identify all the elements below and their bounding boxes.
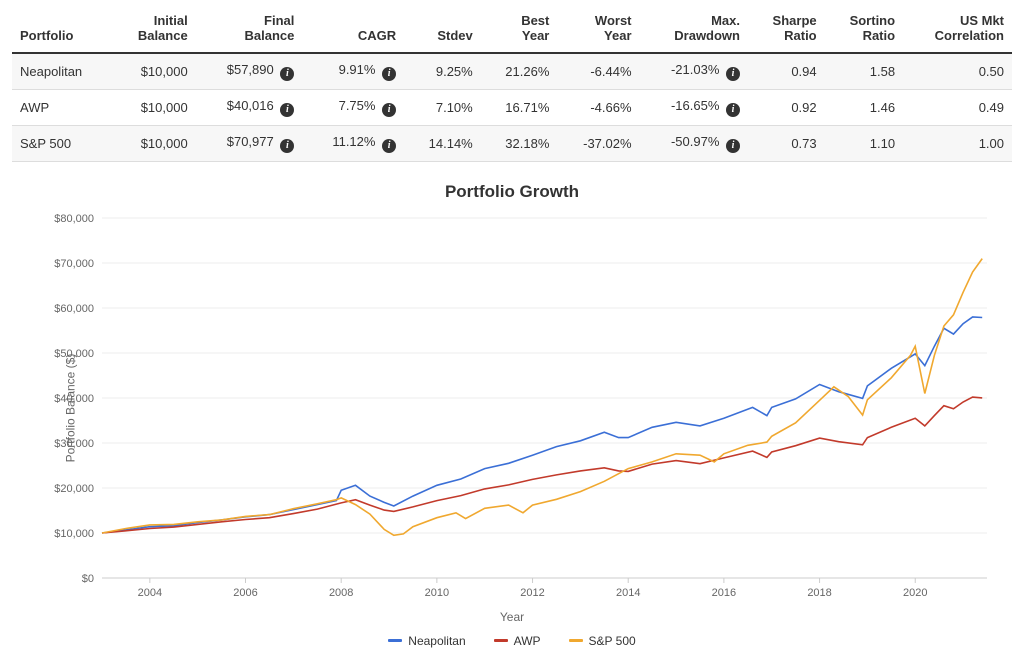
cell-worst: -4.66% [557, 89, 639, 125]
col-header: US MktCorrelation [903, 8, 1012, 53]
legend-swatch [569, 639, 583, 642]
legend-label: AWP [514, 634, 541, 648]
svg-text:$80,000: $80,000 [54, 213, 94, 225]
series-neapolitan [102, 317, 982, 533]
info-icon[interactable]: i [280, 67, 294, 81]
cell-final: $57,890 i [196, 53, 303, 90]
col-header: InitialBalance [112, 8, 196, 53]
cell-final: $40,016 i [196, 89, 303, 125]
x-axis-label: Year [12, 610, 1012, 624]
info-icon[interactable]: i [382, 139, 396, 153]
svg-text:2012: 2012 [520, 587, 544, 599]
cell-worst: -37.02% [557, 125, 639, 161]
cell-dd: -50.97% i [640, 125, 748, 161]
cell-sharpe: 0.73 [748, 125, 825, 161]
cell-sharpe: 0.92 [748, 89, 825, 125]
info-icon[interactable]: i [280, 139, 294, 153]
svg-text:$20,000: $20,000 [54, 483, 94, 495]
cell-best: 16.71% [481, 89, 558, 125]
cell-sharpe: 0.94 [748, 53, 825, 90]
svg-text:2010: 2010 [425, 587, 449, 599]
table-row: AWP$10,000$40,016 i7.75% i7.10%16.71%-4.… [12, 89, 1012, 125]
cell-cagr: 7.75% i [302, 89, 404, 125]
series-sp500 [102, 258, 982, 535]
cell-sortino: 1.58 [825, 53, 903, 90]
legend-swatch [494, 639, 508, 642]
line-chart-svg: $0$10,000$20,000$30,000$40,000$50,000$60… [12, 208, 1012, 608]
cell-corr: 0.50 [903, 53, 1012, 90]
y-axis-label: Portfolio Balance ($) [63, 354, 77, 463]
cell-stdev: 7.10% [404, 89, 481, 125]
svg-text:2014: 2014 [616, 587, 640, 599]
cell-initial: $10,000 [112, 89, 196, 125]
cell-name: S&P 500 [12, 125, 112, 161]
svg-text:2008: 2008 [329, 587, 353, 599]
cell-worst: -6.44% [557, 53, 639, 90]
svg-text:2020: 2020 [903, 587, 927, 599]
info-icon[interactable]: i [726, 67, 740, 81]
legend-item[interactable]: AWP [494, 634, 541, 648]
cell-initial: $10,000 [112, 53, 196, 90]
portfolio-growth-chart: Portfolio Growth Portfolio Balance ($) $… [12, 182, 1012, 648]
info-icon[interactable]: i [726, 139, 740, 153]
cell-name: Neapolitan [12, 53, 112, 90]
cell-best: 21.26% [481, 53, 558, 90]
cell-initial: $10,000 [112, 125, 196, 161]
svg-text:2018: 2018 [807, 587, 831, 599]
cell-stdev: 9.25% [404, 53, 481, 90]
col-header: Portfolio [12, 8, 112, 53]
legend-swatch [388, 639, 402, 642]
chart-title: Portfolio Growth [12, 182, 1012, 202]
cell-final: $70,977 i [196, 125, 303, 161]
cell-corr: 0.49 [903, 89, 1012, 125]
legend-label: Neapolitan [408, 634, 465, 648]
info-icon[interactable]: i [382, 67, 396, 81]
cell-best: 32.18% [481, 125, 558, 161]
legend-item[interactable]: Neapolitan [388, 634, 465, 648]
col-header: BestYear [481, 8, 558, 53]
svg-text:$60,000: $60,000 [54, 303, 94, 315]
svg-text:$70,000: $70,000 [54, 258, 94, 270]
series-awp [102, 397, 982, 533]
cell-cagr: 11.12% i [302, 125, 404, 161]
col-header: CAGR [302, 8, 404, 53]
svg-text:$10,000: $10,000 [54, 528, 94, 540]
svg-text:2006: 2006 [233, 587, 257, 599]
cell-stdev: 14.14% [404, 125, 481, 161]
chart-legend: Neapolitan AWP S&P 500 [12, 634, 1012, 648]
info-icon[interactable]: i [280, 103, 294, 117]
cell-corr: 1.00 [903, 125, 1012, 161]
legend-item[interactable]: S&P 500 [569, 634, 636, 648]
col-header: SharpeRatio [748, 8, 825, 53]
svg-text:$0: $0 [82, 573, 94, 585]
cell-dd: -21.03% i [640, 53, 748, 90]
col-header: Stdev [404, 8, 481, 53]
table-row: S&P 500$10,000$70,977 i11.12% i14.14%32.… [12, 125, 1012, 161]
svg-text:2016: 2016 [712, 587, 736, 599]
cell-sortino: 1.46 [825, 89, 903, 125]
col-header: SortinoRatio [825, 8, 903, 53]
portfolio-summary-table: PortfolioInitialBalanceFinalBalanceCAGRS… [12, 8, 1012, 162]
cell-name: AWP [12, 89, 112, 125]
legend-label: S&P 500 [589, 634, 636, 648]
svg-text:2004: 2004 [138, 587, 162, 599]
cell-cagr: 9.91% i [302, 53, 404, 90]
info-icon[interactable]: i [726, 103, 740, 117]
cell-dd: -16.65% i [640, 89, 748, 125]
table-row: Neapolitan$10,000$57,890 i9.91% i9.25%21… [12, 53, 1012, 90]
col-header: WorstYear [557, 8, 639, 53]
col-header: FinalBalance [196, 8, 303, 53]
info-icon[interactable]: i [382, 103, 396, 117]
cell-sortino: 1.10 [825, 125, 903, 161]
col-header: Max.Drawdown [640, 8, 748, 53]
